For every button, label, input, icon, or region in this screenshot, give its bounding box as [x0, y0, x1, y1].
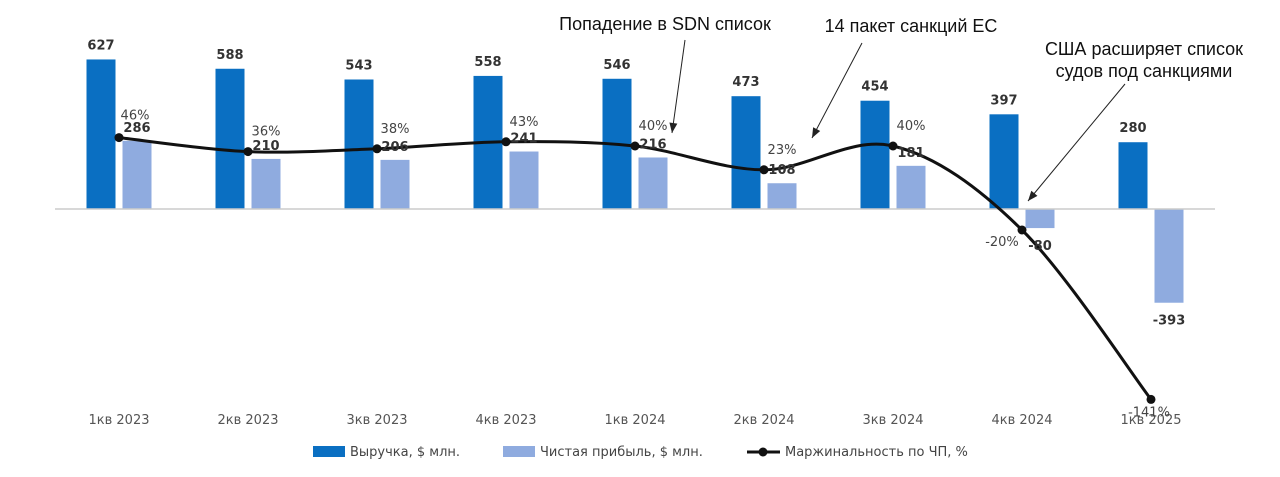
revenue-value-label: 473: [732, 75, 759, 90]
revenue-value-label: 454: [861, 80, 888, 95]
revenue-value-label: 280: [1119, 121, 1146, 136]
legend-label-net-profit: Чистая прибыль, $ млн.: [540, 445, 703, 460]
annotation-arrow-head: [1028, 190, 1038, 201]
margin-line-layer: [114, 133, 1156, 404]
margin-point: [372, 144, 382, 154]
revenue-value-label: 558: [474, 55, 501, 70]
margin-value-label: -141%: [1128, 405, 1170, 420]
revenue-bar: [731, 96, 761, 209]
revenue-value-label: 397: [990, 93, 1017, 108]
margin-point: [1017, 225, 1027, 235]
net-profit-bar: [251, 158, 281, 209]
revenue-bar: [989, 114, 1019, 209]
net-profit-value-label: 286: [123, 121, 150, 136]
annotation-arrow-head: [669, 122, 678, 133]
x-tick-label: 4кв 2024: [991, 413, 1052, 428]
legend: Выручка, $ млн. Чистая прибыль, $ млн. Мар…: [313, 445, 968, 460]
revenue-bar: [86, 59, 116, 210]
annotation-arrow-head: [812, 127, 821, 138]
x-tick-label: 3кв 2023: [346, 413, 407, 428]
revenue-value-label: 546: [603, 58, 630, 73]
net-profit-value-label: 241: [510, 132, 537, 147]
margin-point: [243, 147, 253, 157]
margin-value-label: 38%: [381, 122, 410, 137]
margin-line: [118, 136, 1153, 401]
revenue-bar: [1118, 142, 1148, 209]
net-profit-value-label: 210: [252, 139, 279, 154]
legend-swatch-revenue: [313, 446, 345, 457]
legend-label-margin: Маржинальность по ЧП, %: [785, 445, 968, 460]
net-profit-value-label: -393: [1153, 314, 1186, 329]
revenue-bar: [215, 68, 245, 210]
margin-value-label: 46%: [121, 109, 150, 124]
annotation-arrow-line: [1027, 83, 1126, 202]
annotation-arrow-line: [811, 42, 863, 139]
revenue-value-label: 543: [345, 58, 372, 73]
net-profit-value-label: -80: [1028, 239, 1052, 254]
net-profit-bar: [122, 140, 152, 209]
margin-point: [114, 133, 124, 143]
net-profit-value-label: 216: [639, 137, 666, 152]
net-profit-value-label: 108: [768, 163, 795, 178]
net-profit-bar: [1154, 209, 1184, 303]
revenue-bar: [860, 100, 890, 209]
annotation-text: Попадение в SDN список: [559, 14, 771, 34]
net-profit-bar: [896, 165, 926, 209]
net-profit-bar: [509, 151, 539, 209]
x-tick-label: 1кв 2023: [88, 413, 149, 428]
annotation-text: США расширяет список: [1045, 39, 1243, 59]
x-tick-label: 1кв 2024: [604, 413, 665, 428]
labels-layer: 627 286 1кв 2023 588 210 2кв 2023 543 206 3кв 20…: [87, 38, 1185, 428]
net-profit-bar: [638, 157, 668, 209]
net-profit-value-label: 181: [897, 146, 924, 161]
margin-point: [630, 141, 640, 151]
net-profit-bar: [1025, 209, 1055, 229]
annotation-text: 14 пакет санкций ЕС: [825, 16, 998, 36]
margin-value-label: 36%: [252, 125, 281, 140]
x-tick-label: 2кв 2024: [733, 413, 794, 428]
margin-point: [759, 165, 769, 175]
annotations-layer: Попадение в SDN список 14 пакет санкций Е…: [559, 14, 1243, 202]
net-profit-bar: [380, 159, 410, 209]
legend-swatch-net-profit: [503, 446, 535, 457]
legend-label-revenue: Выручка, $ млн.: [350, 445, 460, 460]
margin-value-label: 40%: [639, 119, 668, 134]
x-tick-label: 2кв 2023: [217, 413, 278, 428]
annotation-text: судов под санкциями: [1056, 61, 1233, 81]
bars-layer: [86, 59, 1184, 303]
margin-point: [1146, 394, 1156, 404]
x-tick-label: 4кв 2023: [475, 413, 536, 428]
x-tick-label: 1кв 2025: [1120, 413, 1181, 428]
margin-point: [501, 137, 511, 147]
net-profit-bar: [767, 183, 797, 209]
net-profit-value-label: 206: [381, 140, 408, 155]
annotation-arrow-line: [671, 39, 686, 134]
revenue-bar: [344, 79, 374, 209]
margin-value-label: 23%: [768, 143, 797, 158]
margin-value-label: -20%: [985, 235, 1019, 250]
margin-value-label: 43%: [510, 115, 539, 130]
margin-point: [888, 141, 898, 151]
revenue-value-label: 588: [216, 48, 243, 63]
legend-swatch-margin-point: [758, 447, 768, 457]
revenue-value-label: 627: [87, 38, 114, 53]
margin-value-label: 40%: [897, 119, 926, 134]
x-tick-label: 3кв 2024: [862, 413, 923, 428]
